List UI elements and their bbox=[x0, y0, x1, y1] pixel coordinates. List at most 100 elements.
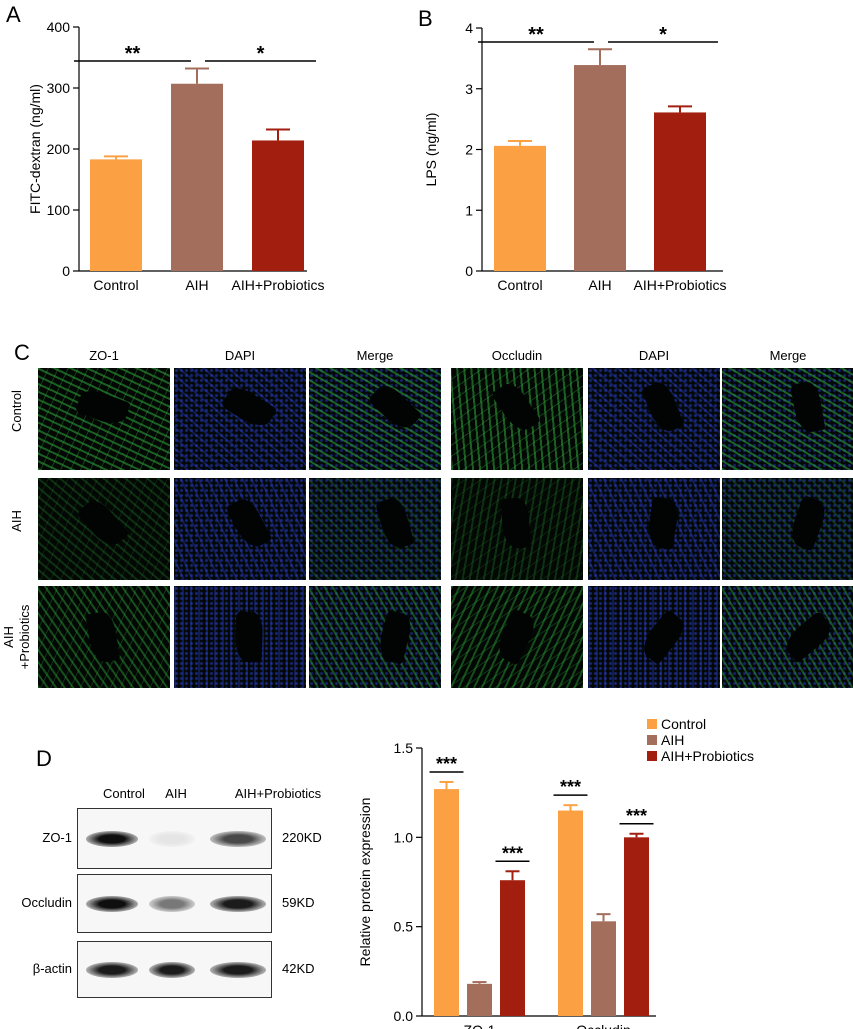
y-tick-label: 300 bbox=[47, 80, 71, 96]
panel-letter-c: C bbox=[14, 340, 30, 365]
lane-label-control: Control bbox=[103, 786, 145, 801]
lumen bbox=[492, 608, 539, 666]
lane-label-aih-probiotics: AIH+Probiotics bbox=[234, 786, 322, 801]
blot-band bbox=[149, 895, 195, 912]
micrograph-blue bbox=[174, 368, 306, 470]
bar-occludin-aih bbox=[591, 921, 616, 1016]
blot-size-label: 42KD bbox=[282, 960, 315, 976]
lumen bbox=[225, 494, 273, 552]
bar-aih bbox=[171, 83, 223, 271]
bar-aih-probiotics bbox=[252, 140, 304, 271]
blot-protein-label: β-actin bbox=[32, 960, 72, 976]
y-tick-label: 0 bbox=[62, 263, 70, 279]
blot-size-label: 220KD bbox=[282, 829, 322, 845]
row-label-control: Control bbox=[9, 390, 24, 432]
micrograph-blue bbox=[588, 368, 720, 470]
micrograph-blue bbox=[588, 586, 720, 688]
blot-band bbox=[149, 830, 195, 847]
x-tick-label: AIH+Probiotics bbox=[634, 277, 727, 293]
legend-swatch bbox=[647, 735, 657, 745]
legend-label: Control bbox=[661, 716, 706, 732]
blot-membrane bbox=[77, 941, 272, 998]
x-tick-label: AIH bbox=[588, 277, 611, 293]
y-axis-label: LPS (ng/ml) bbox=[423, 113, 439, 187]
bar-control bbox=[494, 145, 546, 271]
micrograph-blue bbox=[588, 478, 720, 580]
y-tick-label: 400 bbox=[47, 19, 71, 35]
legend-label: AIH bbox=[661, 732, 684, 748]
bar-zo-1-aih-probiotics bbox=[500, 880, 525, 1016]
blot-band bbox=[86, 895, 138, 912]
lumen bbox=[235, 611, 264, 663]
significance-label: ** bbox=[125, 43, 141, 65]
lumen bbox=[74, 385, 131, 428]
micrograph-merge bbox=[309, 368, 441, 470]
lumen bbox=[490, 378, 541, 435]
blot-band bbox=[86, 830, 138, 847]
y-tick-label: 100 bbox=[47, 202, 71, 218]
lumen bbox=[76, 495, 129, 551]
lumen bbox=[646, 496, 680, 550]
blot-protein-label: ZO-1 bbox=[42, 829, 72, 845]
micrograph-green bbox=[38, 368, 170, 470]
chart-b-lps: 0 1 2 3 4 LPS (ng/ml) Control AIH AIH+Probiotics… bbox=[423, 20, 727, 293]
y-tick-label: 1.0 bbox=[394, 829, 414, 845]
y-tick-label: 4 bbox=[465, 20, 473, 36]
lumen bbox=[790, 379, 826, 434]
y-tick-label: 2 bbox=[465, 142, 473, 158]
bar-zo-1-aih bbox=[467, 983, 492, 1016]
y-axis-label: Relative protein expression bbox=[357, 798, 373, 967]
micrograph-merge bbox=[722, 586, 853, 688]
col-header-occludin: Occludin bbox=[491, 348, 543, 363]
significance-label: * bbox=[659, 24, 667, 46]
col-header-merge: Merge bbox=[356, 348, 394, 363]
micrograph-merge bbox=[722, 478, 853, 580]
micrograph-merge bbox=[722, 368, 853, 470]
x-tick-label: Control bbox=[497, 277, 542, 293]
col-header-zo-1: ZO-1 bbox=[89, 348, 119, 363]
lumen bbox=[637, 609, 690, 665]
lumen bbox=[780, 610, 836, 664]
lane-label-aih: AIH bbox=[165, 786, 187, 801]
micrograph-green bbox=[451, 478, 583, 580]
micrograph-merge bbox=[309, 586, 441, 688]
lumen bbox=[500, 496, 531, 549]
col-header-merge: Merge bbox=[769, 348, 807, 363]
micrograph-green bbox=[38, 586, 170, 688]
bar-occludin-aih-probiotics bbox=[624, 837, 649, 1016]
y-tick-label: 200 bbox=[47, 141, 71, 157]
panel-letter-a: A bbox=[6, 2, 21, 27]
micrograph-blue bbox=[174, 586, 306, 688]
y-tick-label: 1.5 bbox=[394, 740, 414, 756]
row-label-aih: AIH bbox=[9, 510, 24, 532]
y-tick-label: 1 bbox=[465, 202, 473, 218]
micrograph-green bbox=[451, 586, 583, 688]
blot-band bbox=[210, 961, 266, 978]
x-tick-label: ZO-1 bbox=[464, 1022, 496, 1029]
lumen bbox=[786, 494, 829, 551]
chart-a-fitc-dextran: 0 100 200 300 400 FITC-dextran (ng/ml) Control… bbox=[27, 19, 325, 293]
significance-label: *** bbox=[626, 806, 647, 826]
bar-occludin-control bbox=[558, 810, 583, 1016]
blot-protein-label: Occludin bbox=[21, 894, 72, 910]
lumen bbox=[367, 379, 423, 434]
chart-d-protein-expression: 0.0 0.5 1.0 1.5 Relative protein expression Z… bbox=[357, 716, 754, 1029]
micrograph-green bbox=[38, 478, 170, 580]
bar-aih bbox=[574, 65, 626, 272]
blot-band bbox=[210, 895, 266, 912]
lumen bbox=[85, 609, 121, 664]
y-tick-label: 0 bbox=[465, 263, 473, 279]
x-tick-label: AIH+Probiotics bbox=[232, 277, 325, 293]
micrograph-merge bbox=[309, 478, 441, 580]
blot-membrane bbox=[77, 808, 272, 869]
col-header-dapi: DAPI bbox=[638, 348, 670, 363]
legend-swatch bbox=[647, 751, 657, 761]
panel-letter-d: D bbox=[36, 746, 52, 771]
lumen bbox=[375, 495, 415, 551]
significance-label: *** bbox=[560, 777, 581, 797]
lumen bbox=[641, 378, 685, 435]
significance-label: * bbox=[257, 43, 265, 65]
x-tick-label: Occludin bbox=[576, 1022, 630, 1029]
x-tick-label: Control bbox=[93, 277, 138, 293]
significance-label: *** bbox=[436, 754, 457, 774]
